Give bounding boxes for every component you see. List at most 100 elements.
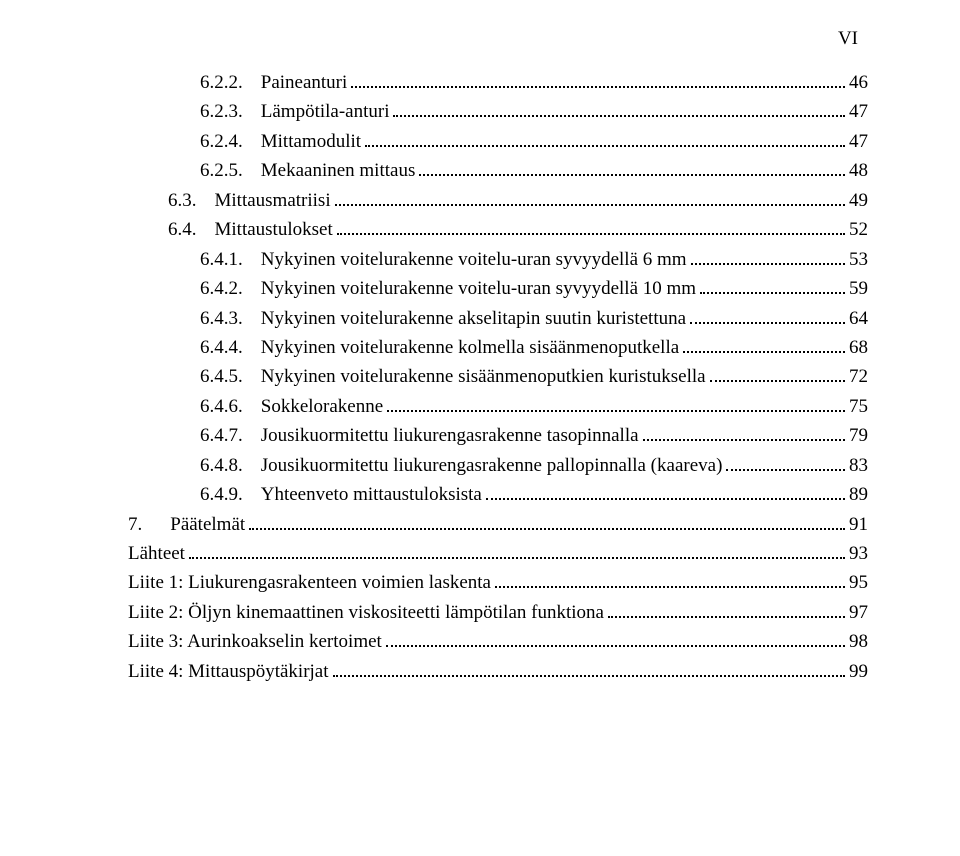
toc-entry-page: 47	[849, 97, 868, 126]
toc-entry-number: 6.2.5.	[200, 156, 243, 185]
toc-entry: 6.3. Mittausmatriisi 49	[128, 186, 868, 215]
toc-entry: 6.4.4. Nykyinen voitelurakenne kolmella s…	[128, 333, 868, 362]
toc-leader-dots	[643, 425, 845, 441]
toc-entry: Liite 3: Aurinkoakselin kertoimet98	[128, 627, 868, 656]
toc-entry-page: 95	[849, 568, 868, 597]
toc-entry-number: 6.4.8.	[200, 451, 243, 480]
toc-entry-number: 6.4.9.	[200, 480, 243, 509]
toc-entry-title: Päätelmät	[170, 510, 245, 539]
toc-entry-title: Nykyinen voitelurakenne voitelu-uran syv…	[261, 245, 687, 274]
toc-leader-dots	[726, 454, 845, 470]
toc-leader-dots	[337, 219, 845, 235]
toc-entry-title: Mittausmatriisi	[215, 186, 331, 215]
toc-entry-page: 89	[849, 480, 868, 509]
toc-leader-dots	[700, 278, 845, 294]
toc-entry-page: 72	[849, 362, 868, 391]
toc-leader-dots	[690, 307, 845, 323]
toc-leader-dots	[486, 484, 845, 500]
toc-entry-number: 6.4.	[168, 215, 197, 244]
toc-leader-dots	[419, 160, 845, 176]
page-number: VI	[128, 28, 858, 50]
toc-entry-title: Mekaaninen mittaus	[261, 156, 416, 185]
toc-entry-page: 97	[849, 598, 868, 627]
toc-leader-dots	[387, 396, 845, 412]
toc-entry-page: 64	[849, 304, 868, 333]
toc-entry-page: 68	[849, 333, 868, 362]
toc-entry-title: Jousikuormitettu liukurengasrakenne taso…	[261, 421, 639, 450]
toc-entry-number: 7.	[128, 510, 142, 539]
toc-entry-title: Mittaustulokset	[215, 215, 333, 244]
toc-entry-number: 6.4.2.	[200, 274, 243, 303]
toc-leader-dots	[365, 131, 845, 147]
toc-entry-page: 52	[849, 215, 868, 244]
toc-entry: 6.4.7. Jousikuormitettu liukurengasrakenn…	[128, 421, 868, 450]
toc-entry-page: 59	[849, 274, 868, 303]
toc-entry: 6.4. Mittaustulokset 52	[128, 215, 868, 244]
toc-entry-title: Mittamodulit	[261, 127, 361, 156]
toc-entry-page: 47	[849, 127, 868, 156]
toc-entry-page: 99	[849, 657, 868, 686]
toc-entry: 6.4.1. Nykyinen voitelurakenne voitelu-ur…	[128, 245, 868, 274]
toc-leader-dots	[386, 631, 845, 647]
toc-entry-title: Liite 1: Liukurengasrakenteen voimien la…	[128, 568, 491, 597]
toc-entry-number: 6.4.3.	[200, 304, 243, 333]
toc-entry-title: Jousikuormitettu liukurengasrakenne pall…	[261, 451, 723, 480]
toc-entry: Liite 1: Liukurengasrakenteen voimien la…	[128, 568, 868, 597]
toc-entry-title: Yhteenveto mittaustuloksista	[261, 480, 482, 509]
toc-leader-dots	[351, 72, 845, 88]
toc-entry-number: 6.2.2.	[200, 68, 243, 97]
toc-entry-number: 6.4.4.	[200, 333, 243, 362]
toc-leader-dots	[393, 101, 845, 117]
toc-entry-number: 6.4.7.	[200, 421, 243, 450]
toc-entry: 6.2.5. Mekaaninen mittaus 48	[128, 156, 868, 185]
toc-entry-title: Liite 4: Mittauspöytäkirjat	[128, 657, 329, 686]
toc-entry-number: 6.3.	[168, 186, 197, 215]
toc-entry-number: 6.2.4.	[200, 127, 243, 156]
toc-leader-dots	[249, 513, 845, 529]
toc-leader-dots	[608, 602, 845, 618]
toc-entry: Liite 2: Öljyn kinemaattinen viskositeet…	[128, 598, 868, 627]
toc-entry-title: Nykyinen voitelurakenne voitelu-uran syv…	[261, 274, 696, 303]
toc-leader-dots	[683, 337, 845, 353]
toc-entry: 6.4.8. Jousikuormitettu liukurengasrakenn…	[128, 451, 868, 480]
toc-entry-page: 83	[849, 451, 868, 480]
toc-entry-page: 53	[849, 245, 868, 274]
toc-leader-dots	[691, 248, 845, 264]
toc-entry: 7. Päätelmät 91	[128, 510, 868, 539]
toc-entry-page: 91	[849, 510, 868, 539]
toc-entry: 6.4.5. Nykyinen voitelurakenne sisäänmeno…	[128, 362, 868, 391]
toc-entry: 6.4.9. Yhteenveto mittaustuloksista 89	[128, 480, 868, 509]
toc-entry-title: Nykyinen voitelurakenne sisäänmenoputkie…	[261, 362, 706, 391]
toc-entry: 6.2.2. Paineanturi 46	[128, 68, 868, 97]
toc-entry: 6.4.2. Nykyinen voitelurakenne voitelu-ur…	[128, 274, 868, 303]
toc-leader-dots	[333, 661, 845, 677]
toc-entry-title: Liite 2: Öljyn kinemaattinen viskositeet…	[128, 598, 604, 627]
toc-entry: Lähteet93	[128, 539, 868, 568]
toc-page: VI 6.2.2. Paineanturi 46 6.2.3. Lämpötila-an…	[0, 0, 960, 706]
toc-entry-number: 6.4.5.	[200, 362, 243, 391]
toc-leader-dots	[189, 543, 845, 559]
toc-entry-title: Nykyinen voitelurakenne akselitapin suut…	[261, 304, 686, 333]
toc-leader-dots	[335, 190, 845, 206]
toc-leader-dots	[710, 366, 845, 382]
toc-leader-dots	[495, 572, 845, 588]
toc-entry-title: Sokkelorakenne	[261, 392, 383, 421]
toc-entry-page: 98	[849, 627, 868, 656]
toc-entry-title: Paineanturi	[261, 68, 348, 97]
toc-entry-page: 93	[849, 539, 868, 568]
toc-entry-page: 46	[849, 68, 868, 97]
toc-entry-number: 6.4.1.	[200, 245, 243, 274]
toc-entry-page: 48	[849, 156, 868, 185]
toc-entry-title: Nykyinen voitelurakenne kolmella sisäänm…	[261, 333, 679, 362]
toc-entry: Liite 4: Mittauspöytäkirjat 99	[128, 657, 868, 686]
toc-entry: 6.2.3. Lämpötila-anturi 47	[128, 97, 868, 126]
toc-entry-page: 79	[849, 421, 868, 450]
toc-entry-title: Lämpötila-anturi	[261, 97, 390, 126]
toc-entry-page: 75	[849, 392, 868, 421]
toc-entry-number: 6.4.6.	[200, 392, 243, 421]
toc-entry: 6.2.4. Mittamodulit 47	[128, 127, 868, 156]
toc-entry: 6.4.3. Nykyinen voitelurakenne akselitapi…	[128, 304, 868, 333]
toc-entry: 6.4.6. Sokkelorakenne 75	[128, 392, 868, 421]
toc-entry-page: 49	[849, 186, 868, 215]
toc-entry-number: 6.2.3.	[200, 97, 243, 126]
